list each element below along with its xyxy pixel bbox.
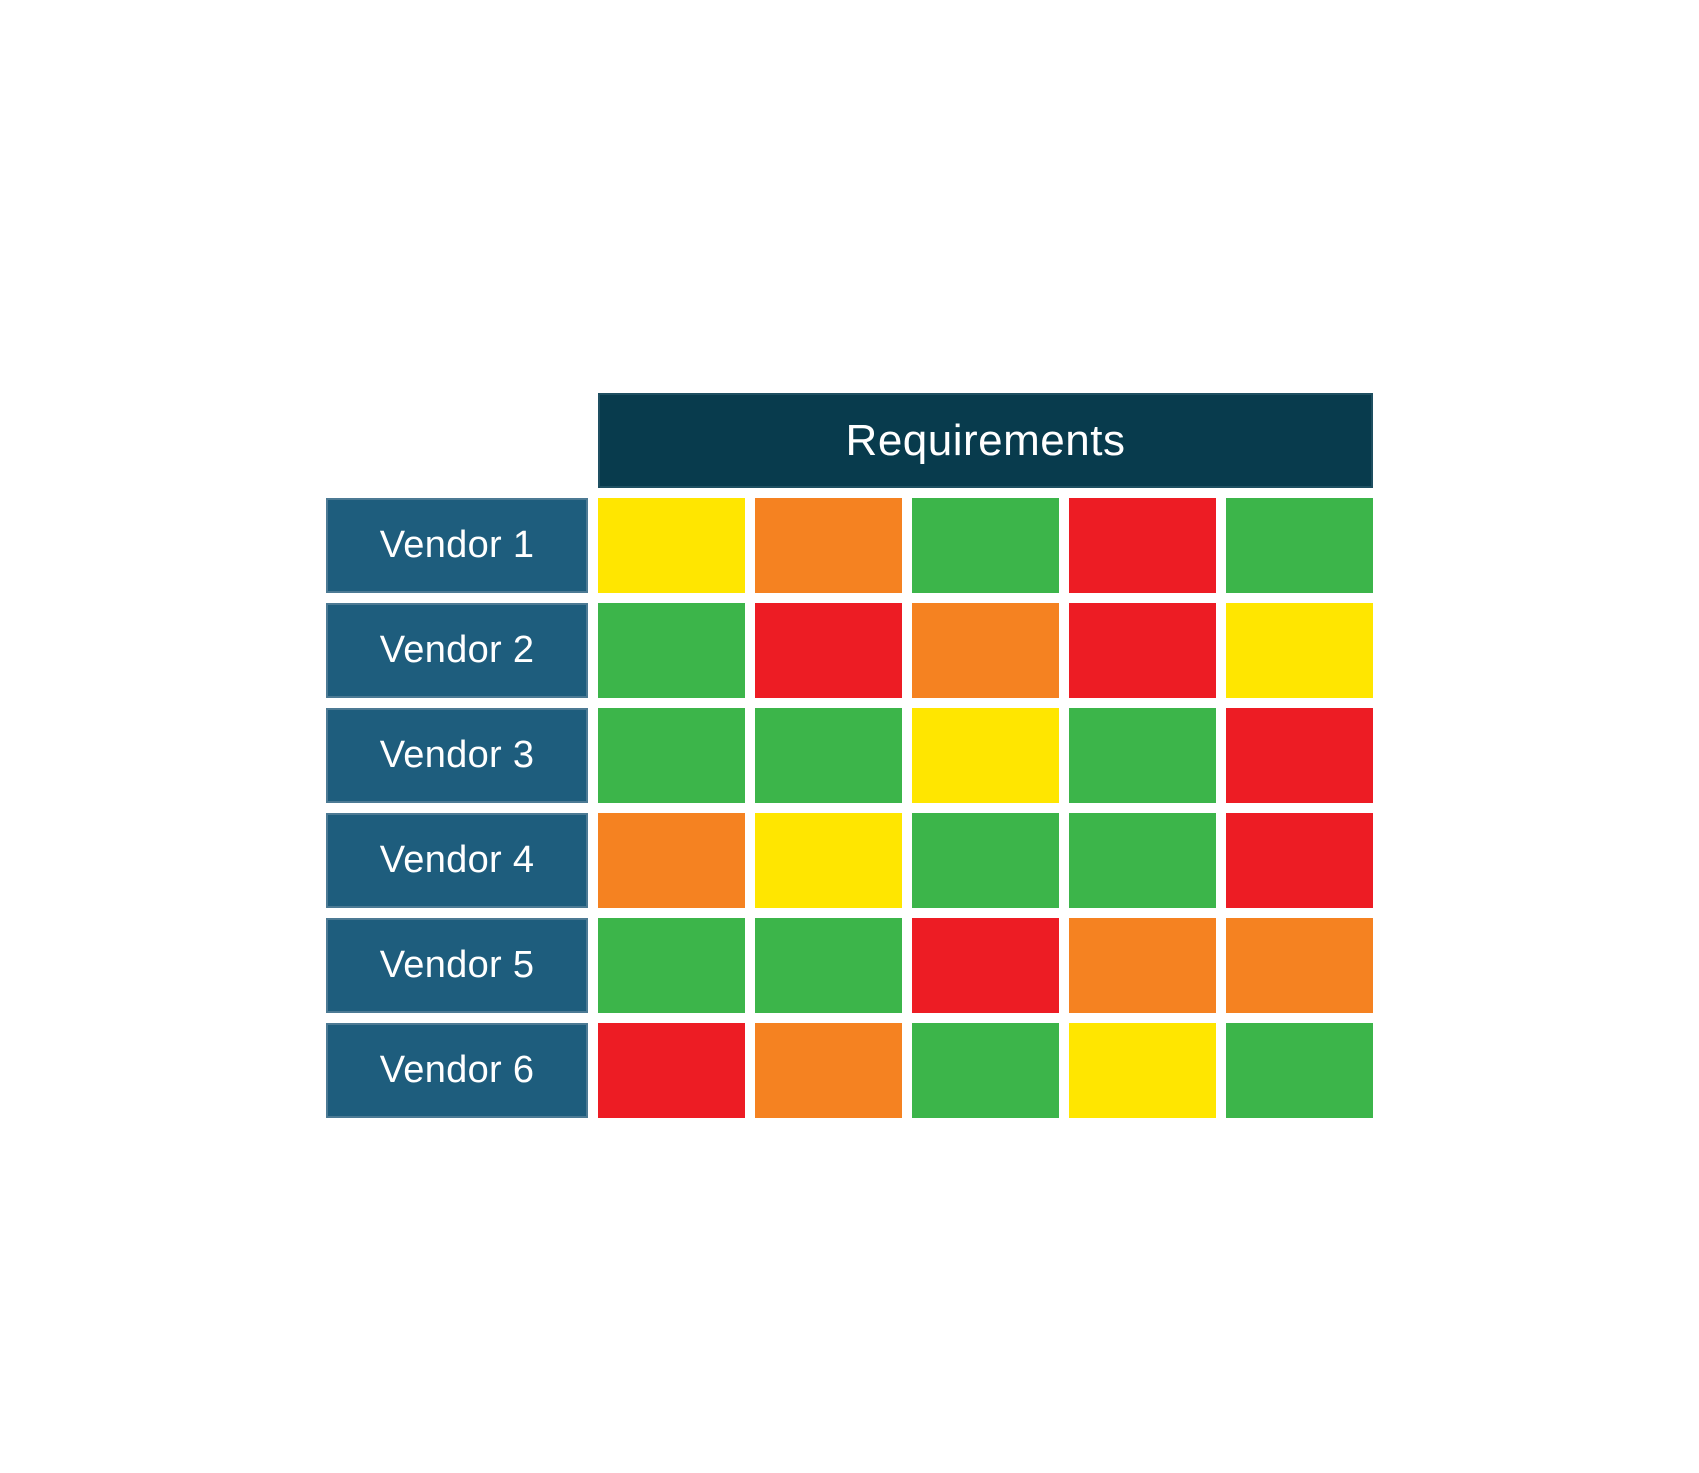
- matrix-cell-orange: [598, 813, 745, 908]
- matrix-cell-green: [1069, 708, 1216, 803]
- matrix-cell-yellow: [1069, 1023, 1216, 1118]
- matrix-cell-red: [755, 603, 902, 698]
- matrix-cell-red: [1226, 708, 1373, 803]
- vendor-row-label: Vendor 1: [326, 498, 588, 593]
- matrix-cell-green: [598, 708, 745, 803]
- matrix-cell-red: [598, 1023, 745, 1118]
- vendor-row-label: Vendor 2: [326, 603, 588, 698]
- matrix-cell-yellow: [598, 498, 745, 593]
- vendor-row-label: Vendor 3: [326, 708, 588, 803]
- matrix-cell-yellow: [912, 708, 1059, 803]
- matrix-cell-green: [755, 708, 902, 803]
- matrix-cell-green: [598, 918, 745, 1013]
- matrix-cell-yellow: [1226, 603, 1373, 698]
- matrix-cell-green: [1069, 813, 1216, 908]
- matrix-cell-green: [912, 1023, 1059, 1118]
- matrix-cell-orange: [755, 1023, 902, 1118]
- matrix-cell-green: [1226, 498, 1373, 593]
- matrix-cell-orange: [755, 498, 902, 593]
- matrix-cell-green: [912, 498, 1059, 593]
- matrix-cell-red: [1226, 813, 1373, 908]
- matrix-cell-orange: [912, 603, 1059, 698]
- matrix-cell-red: [1069, 498, 1216, 593]
- matrix-cell-green: [755, 918, 902, 1013]
- requirements-header: Requirements: [598, 393, 1373, 488]
- vendor-row-label: Vendor 6: [326, 1023, 588, 1118]
- matrix-cell-orange: [1069, 918, 1216, 1013]
- matrix-cell-green: [912, 813, 1059, 908]
- vendor-row-label: Vendor 5: [326, 918, 588, 1013]
- matrix-cell-red: [1069, 603, 1216, 698]
- vendor-row-label: Vendor 4: [326, 813, 588, 908]
- matrix-cell-yellow: [755, 813, 902, 908]
- matrix-cell-red: [912, 918, 1059, 1013]
- matrix-cell-orange: [1226, 918, 1373, 1013]
- matrix-cell-green: [598, 603, 745, 698]
- matrix-cell-green: [1226, 1023, 1373, 1118]
- matrix-grid: Requirements Vendor 1 Vendor 2 Vendor 3 Ven…: [326, 393, 1373, 1118]
